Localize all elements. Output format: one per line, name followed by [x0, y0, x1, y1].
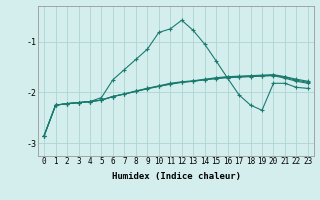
- X-axis label: Humidex (Indice chaleur): Humidex (Indice chaleur): [111, 172, 241, 181]
